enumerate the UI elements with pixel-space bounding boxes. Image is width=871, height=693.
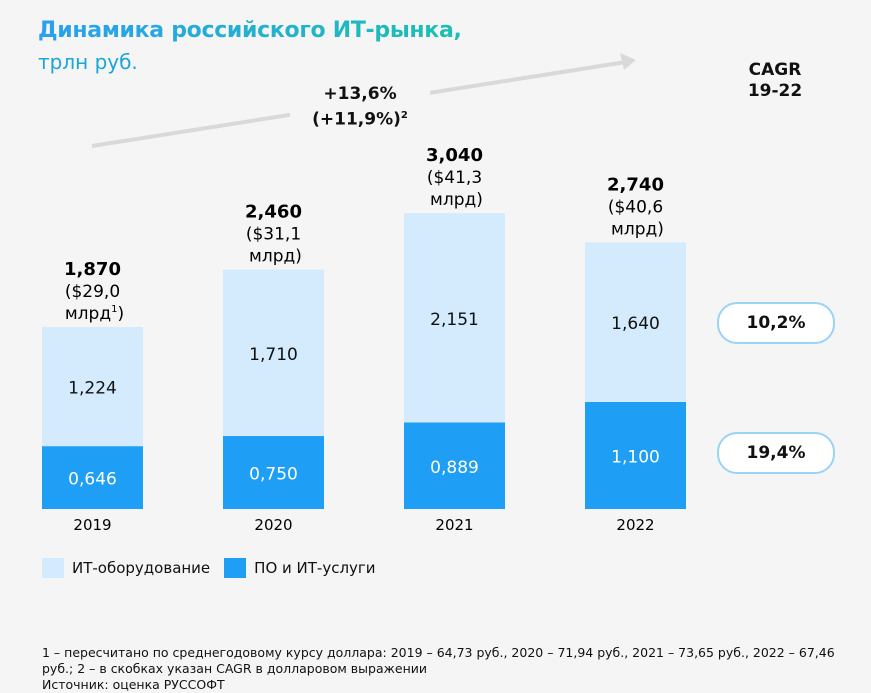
footnotes: 1 – пересчитано по среднегодовому курсу … — [42, 645, 842, 693]
label-hardware-2022: 1,640 — [611, 314, 660, 334]
chart-title: Динамика российского ИТ-рынка, — [38, 18, 462, 43]
usd-unit-2021: млрд) — [430, 190, 483, 210]
usd-2020: ($31,1 — [246, 225, 301, 245]
label-hardware-2021: 2,151 — [430, 310, 479, 330]
bar-hardware-2019 — [42, 327, 143, 447]
usd-unit-2020: млрд) — [249, 247, 302, 267]
label-software-2019: 0,646 — [68, 470, 117, 490]
legend-swatch-hardware — [42, 558, 64, 578]
cagr-pill-software: 19,4% — [717, 432, 835, 474]
usd-2021: ($41,3 — [427, 168, 482, 188]
total-2019: 1,870 — [64, 259, 121, 280]
chart-subtitle: трлн руб. — [38, 50, 138, 74]
bar-hardware-2020 — [223, 269, 324, 437]
legend: ИТ-оборудование ПО и ИТ-услуги — [42, 558, 390, 578]
label-software-2022: 1,100 — [611, 447, 660, 467]
label-software-2021: 0,889 — [430, 458, 479, 478]
total-2021: 3,040 — [426, 145, 483, 166]
x-tick-2022: 2022 — [616, 516, 654, 534]
label-software-2020: 0,750 — [249, 465, 298, 485]
footnote-source: Источник: оценка РУССОФТ — [42, 677, 225, 692]
usd-2022: ($40,6 — [608, 197, 663, 217]
trend-arrow-head — [620, 53, 636, 70]
x-tick-2020: 2020 — [254, 516, 292, 534]
bar-hardware-2022 — [585, 242, 686, 402]
legend-label-software: ПО и ИТ-услуги — [254, 559, 376, 577]
cagr-pill-hardware: 10,2% — [717, 302, 835, 344]
usd-2019: ($29,0 — [65, 282, 120, 302]
label-hardware-2020: 1,710 — [249, 345, 298, 365]
bar-software-2019 — [42, 446, 143, 509]
usd-unit-2019: млрд1) — [65, 304, 124, 324]
growth-usd: (+11,9%)2 — [312, 109, 408, 130]
bar-hardware-2021 — [404, 213, 505, 423]
total-2022: 2,740 — [607, 174, 664, 195]
growth-annotation: +13,6% (+11,9%)2 — [290, 84, 430, 131]
cagr-header: CAGR 19-22 — [747, 60, 803, 101]
x-tick-2021: 2021 — [435, 516, 473, 534]
legend-swatch-software — [224, 558, 247, 578]
bar-software-2022 — [585, 401, 686, 509]
label-hardware-2019: 1,224 — [68, 379, 117, 399]
bar-software-2021 — [404, 422, 505, 509]
x-tick-2019: 2019 — [73, 516, 111, 534]
usd-unit-2022: млрд) — [611, 219, 664, 239]
legend-label-hardware: ИТ-оборудование — [72, 559, 211, 577]
growth-rub: +13,6% — [323, 84, 397, 104]
bar-software-2020 — [223, 436, 324, 509]
footnote-1: 1 – пересчитано по среднегодовому курсу … — [42, 645, 835, 676]
total-2020: 2,460 — [245, 202, 302, 223]
